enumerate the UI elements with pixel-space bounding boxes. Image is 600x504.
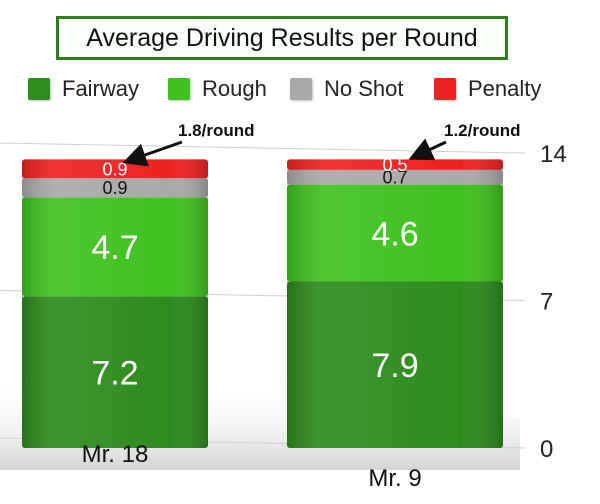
x-category-label-mr-18: Mr. 18 — [82, 441, 149, 468]
annotation-label-2: 1.2/round — [444, 121, 521, 140]
bar-sheen-mr-9 — [287, 159, 503, 448]
y-tick-label-0: 0 — [540, 436, 553, 463]
bar-group-mr-18: 7.2 4.7 0.90.9 — [22, 159, 208, 448]
data-label-mr-18-fairway: 7.2 — [91, 354, 138, 392]
data-label-mr-18-penalty: 0.9 — [102, 159, 127, 179]
data-label-mr-18-no-shot: 0.9 — [102, 178, 127, 198]
data-label-mr-9-penalty: 0.5 — [382, 155, 407, 175]
y-tick-label-14: 14 — [540, 141, 567, 168]
x-category-label-mr-9: Mr. 9 — [368, 465, 421, 492]
annotation-arrow-1 — [128, 142, 182, 161]
bar-group-mr-9: 7.94.60.70.5 — [287, 155, 503, 448]
data-label-mr-9-fairway: 7.9 — [371, 347, 418, 385]
bar-sheen-mr-18 — [22, 159, 208, 448]
annotation-label-1: 1.8/round — [178, 121, 255, 140]
y-tick-label-7: 7 — [540, 289, 553, 316]
data-label-mr-18-rough: 4.7 — [91, 229, 138, 267]
data-label-mr-9-rough: 4.6 — [371, 215, 418, 253]
annotation-arrow-2 — [414, 142, 446, 157]
gridline-14 — [0, 143, 525, 153]
